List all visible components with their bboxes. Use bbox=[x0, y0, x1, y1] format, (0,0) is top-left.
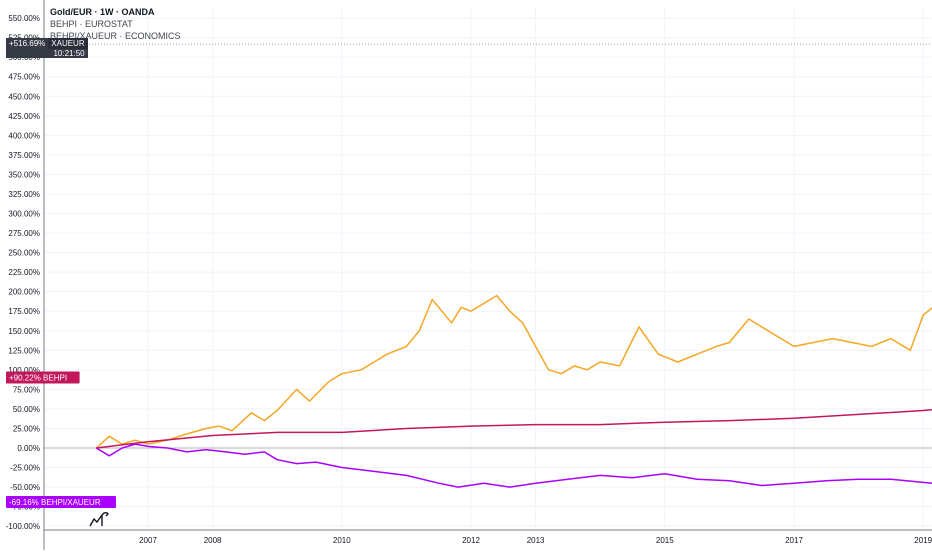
y-tick-label: 125.00% bbox=[8, 346, 40, 355]
gold-badge-time: 10:21:50 bbox=[53, 49, 85, 58]
y-tick-label: 475.00% bbox=[8, 73, 40, 82]
y-tick-label: 250.00% bbox=[8, 249, 40, 258]
legend-behpi: BEHPI · EUROSTAT bbox=[50, 19, 133, 29]
gold-badge-value: +516.69% bbox=[9, 39, 46, 48]
x-tick-label: 2017 bbox=[785, 536, 803, 545]
x-tick-label: 2010 bbox=[333, 536, 351, 545]
x-tick-label: 2007 bbox=[139, 536, 157, 545]
y-tick-label: -100.00% bbox=[6, 522, 40, 531]
series-line-xaueur bbox=[95, 294, 932, 449]
gold-price-badge: +516.69% XAUEUR 10:21:50 bbox=[6, 38, 88, 58]
ratio-price-badge bbox=[6, 496, 116, 509]
x-tick-label: 2012 bbox=[462, 536, 480, 545]
legend-title: Gold/EUR · 1W · OANDA bbox=[50, 7, 155, 17]
tradingview-logo-icon[interactable] bbox=[88, 510, 110, 533]
x-tick-label: 2015 bbox=[656, 536, 674, 545]
y-tick-label: 225.00% bbox=[8, 268, 40, 277]
y-tick-label: 350.00% bbox=[8, 170, 40, 179]
y-tick-label: 25.00% bbox=[13, 424, 40, 433]
y-tick-label: 400.00% bbox=[8, 131, 40, 140]
x-tick-label: 2008 bbox=[204, 536, 222, 545]
series-line-behpi-xaueur bbox=[95, 443, 932, 488]
y-tick-label: 325.00% bbox=[8, 190, 40, 199]
y-tick-label: 375.00% bbox=[8, 151, 40, 160]
y-tick-label: -50.00% bbox=[10, 483, 40, 492]
y-tick-label: 200.00% bbox=[8, 288, 40, 297]
x-tick-label: 2013 bbox=[527, 536, 545, 545]
y-tick-label: 150.00% bbox=[8, 327, 40, 336]
y-tick-label: 0.00% bbox=[17, 444, 40, 453]
y-tick-label: 175.00% bbox=[8, 307, 40, 316]
y-tick-label: 300.00% bbox=[8, 210, 40, 219]
y-tick-label: 100.00% bbox=[8, 366, 40, 375]
chart-legend: Gold/EUR · 1W · OANDA BEHPI · EUROSTAT B… bbox=[50, 6, 181, 42]
y-tick-label: -25.00% bbox=[10, 464, 40, 473]
legend-ratio: BEHPI/XAUEUR · ECONOMICS bbox=[50, 31, 181, 41]
y-tick-label: 275.00% bbox=[8, 229, 40, 238]
gold-badge-symbol: XAUEUR bbox=[48, 38, 88, 49]
y-tick-label: 550.00% bbox=[8, 14, 40, 23]
x-tick-label: 2019 bbox=[914, 536, 932, 545]
ratio-price-badge-text: -69.16% BEHPI/XAUEUR bbox=[9, 498, 101, 507]
behpi-price-badge-text: +90.22% BEHPI bbox=[9, 373, 67, 382]
y-tick-label: 75.00% bbox=[13, 385, 40, 394]
y-tick-label: 425.00% bbox=[8, 112, 40, 121]
series-line-behpi bbox=[96, 408, 932, 449]
behpi-price-badge bbox=[6, 371, 80, 384]
y-tick-label: 450.00% bbox=[8, 92, 40, 101]
y-tick-label: 50.00% bbox=[13, 405, 40, 414]
